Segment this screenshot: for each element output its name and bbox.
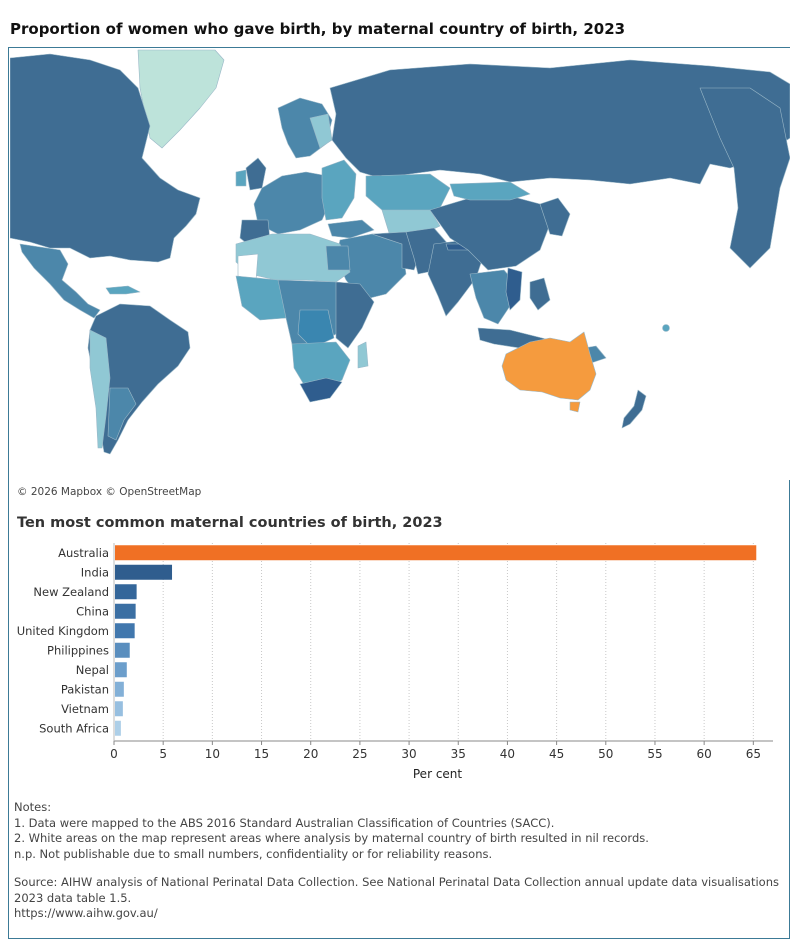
region-korea-japan <box>539 197 571 237</box>
source-line-2: 2023 data table 1.5. <box>14 890 132 905</box>
bar <box>115 701 123 717</box>
source-url[interactable]: https://www.aihw.gov.au/ <box>14 906 158 920</box>
note-line-np: n.p. Not publishable due to small number… <box>14 846 493 861</box>
x-tick-label: 30 <box>401 747 416 761</box>
note-line-2: 2. White areas on the map represent area… <box>14 831 649 845</box>
x-tick-label: 10 <box>205 747 220 761</box>
region-andes <box>89 329 111 449</box>
region-vietnam <box>505 267 523 311</box>
x-tick-label: 45 <box>549 747 564 761</box>
region-alaska-eastern <box>699 87 790 269</box>
category-label: United Kingdom <box>17 624 109 638</box>
bar <box>115 720 121 736</box>
region-madagascar <box>357 341 369 369</box>
chart-title: Ten most common maternal countries of bi… <box>17 515 443 531</box>
notes-section: Notes: 1. Data were mapped to the ABS 20… <box>14 800 794 922</box>
world-choropleth-map[interactable] <box>10 48 790 480</box>
x-tick-label: 0 <box>110 747 118 761</box>
region-mexico <box>19 243 101 319</box>
x-tick-label: 55 <box>647 747 662 761</box>
region-western-europe <box>253 171 333 235</box>
category-label: India <box>81 565 109 579</box>
category-label: South Africa <box>39 721 109 735</box>
x-tick-label: 60 <box>697 747 712 761</box>
category-label: Philippines <box>47 643 109 657</box>
x-tick-label: 15 <box>254 747 269 761</box>
category-label: China <box>76 604 109 618</box>
bar <box>115 681 124 697</box>
region-uk <box>245 157 267 191</box>
bar <box>115 662 127 678</box>
notes-heading: Notes: <box>14 800 52 814</box>
region-ireland <box>235 169 247 187</box>
x-tick-label: 5 <box>159 747 167 761</box>
region-new-zealand <box>621 389 647 429</box>
bar <box>115 564 173 580</box>
x-tick-label: 20 <box>303 747 318 761</box>
x-tick-label: 25 <box>352 747 367 761</box>
source-line-1: Source: AIHW analysis of National Perina… <box>14 875 779 889</box>
region-north-america <box>10 53 201 263</box>
note-line-1: 1. Data were mapped to the ABS 2016 Stan… <box>14 815 555 830</box>
x-tick-label: 35 <box>451 747 466 761</box>
x-tick-label: 65 <box>746 747 761 761</box>
category-label: Nepal <box>76 663 109 677</box>
bar-chart: 0 5 10 15 20 25 30 35 40 45 50 55 60 65 Australia India… <box>0 538 800 788</box>
category-label: Vietnam <box>61 702 109 716</box>
bar <box>115 545 757 561</box>
region-caribbean <box>105 285 141 295</box>
region-argentina <box>107 387 137 441</box>
category-label: Australia <box>58 546 109 560</box>
region-south-africa <box>299 377 343 403</box>
region-australia <box>501 331 597 401</box>
region-fiji <box>662 324 670 332</box>
map-title: Proportion of women who gave birth, by m… <box>10 20 626 38</box>
map-attribution: © 2026 Mapbox © OpenStreetMap <box>17 486 202 498</box>
category-label: New Zealand <box>33 585 109 599</box>
region-russia <box>329 59 790 185</box>
region-eastern-europe <box>321 159 357 221</box>
region-mongolia <box>449 181 531 201</box>
region-tasmania <box>569 401 581 413</box>
bar <box>115 642 130 658</box>
region-philippines <box>529 277 551 311</box>
region-southeast-asia <box>469 269 517 325</box>
region-sahel-nodata <box>237 253 259 281</box>
bar <box>115 603 136 619</box>
x-axis-title: Per cent <box>413 767 463 781</box>
category-label: Pakistan <box>61 682 109 696</box>
x-tick-label: 40 <box>500 747 515 761</box>
region-egypt <box>325 245 351 271</box>
x-tick-label: 50 <box>598 747 613 761</box>
region-turkey <box>327 219 375 239</box>
region-greenland <box>137 49 225 149</box>
region-east-africa <box>335 281 375 349</box>
bar <box>115 584 137 600</box>
dashboard-frame <box>8 47 790 939</box>
bar <box>115 623 135 639</box>
